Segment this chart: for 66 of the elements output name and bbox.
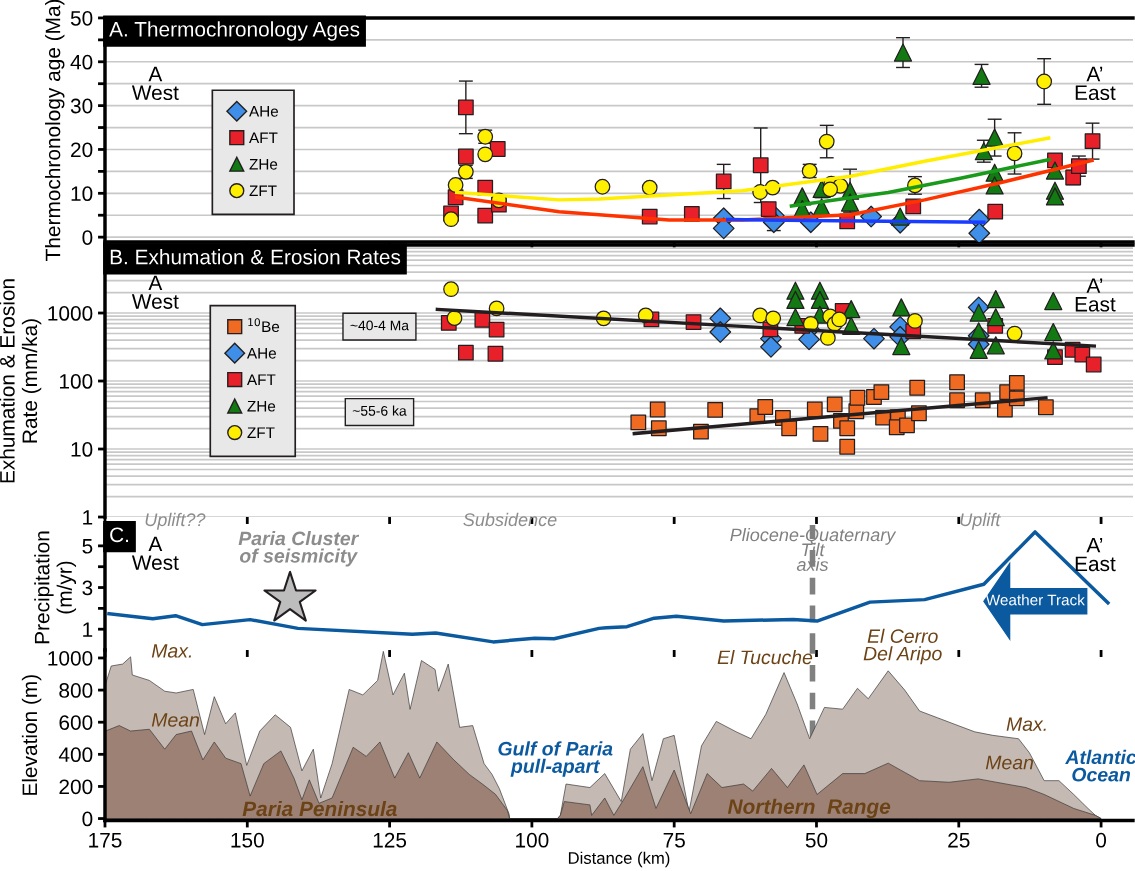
annotation: Max. <box>151 644 191 658</box>
x-tick-label: 175 <box>89 833 122 848</box>
legend-label: ZFT <box>247 427 275 438</box>
x-tick-label: 125 <box>373 832 407 848</box>
annotation: A West <box>131 275 179 309</box>
y-tick-label: 1 <box>83 622 93 637</box>
y-tick-label: 1000 <box>48 306 93 321</box>
legend-label: AHe <box>246 348 276 359</box>
x-axis-title: Distance (km) <box>568 851 670 868</box>
chart-title: B. Exhumation & Erosion Rates <box>110 249 401 265</box>
legend-label: AHe <box>249 106 279 117</box>
annotation: El Tucuche <box>717 649 813 665</box>
annotation: A’ East <box>1075 538 1116 572</box>
y-tick-label: 3 <box>82 580 93 596</box>
annotation: ~40-4 Ma <box>350 320 409 331</box>
x-tick-label: 75 <box>663 833 685 848</box>
x-tick-label: 0 <box>1096 832 1107 848</box>
annotation: A West <box>131 536 179 570</box>
y-axis-title: Elevation (m) <box>21 675 42 795</box>
annotation: Mean <box>985 755 1034 770</box>
y-tick-label: 600 <box>59 715 93 730</box>
y-tick-label: 50 <box>70 10 93 26</box>
y-axis-title: Exhumation & Erosion Rate (mm/ka) <box>0 279 42 483</box>
y-tick-label: 1 <box>83 510 93 525</box>
annotation: Subsidence <box>463 512 557 527</box>
legend-label: $^{10}$Be <box>248 318 280 333</box>
x-tick-label: 150 <box>231 832 264 848</box>
x-tick-label: 50 <box>805 832 828 848</box>
y-tick-label: 10 <box>71 186 93 202</box>
annotation: Weather Track <box>985 594 1085 606</box>
y-tick-label: 400 <box>58 747 93 763</box>
y-tick-label: 1000 <box>48 650 93 666</box>
y-tick-label: 5 <box>82 539 93 554</box>
annotation: A’ East <box>1075 278 1116 312</box>
annotation: A West <box>131 66 179 101</box>
y-tick-label: 0 <box>82 811 93 827</box>
legend-label: ZHe <box>247 400 276 412</box>
y-tick-label: 30 <box>70 98 93 114</box>
annotation: ~55-6 ka <box>352 405 407 416</box>
x-tick-label: 100 <box>516 832 549 848</box>
legend-label: AFT <box>249 132 278 144</box>
annotation: Paria Cluster of seismicity <box>238 531 360 567</box>
annotation: El Cerro Del Aripo <box>863 628 942 665</box>
annotation: Uplift <box>960 512 1001 530</box>
legend-label: ZFT <box>249 185 277 196</box>
chart-title: A. Thermochronology Ages <box>109 21 360 41</box>
annotation: Uplift?? <box>145 512 206 530</box>
y-tick-label: 0 <box>82 230 93 245</box>
annotation: Max. <box>1006 717 1046 732</box>
annotation: Northern Range <box>727 798 891 819</box>
annotation: Paria Peninsula <box>242 800 397 817</box>
y-tick-label: 40 <box>70 54 93 70</box>
legend-label: AFT <box>246 374 276 385</box>
chart-title: C. <box>110 527 129 543</box>
y-tick-label: 10 <box>71 442 93 457</box>
y-tick-label: 20 <box>71 142 93 158</box>
x-tick-label: 25 <box>948 832 970 848</box>
y-axis-title: Thermochronology age (Ma) <box>45 0 65 261</box>
y-tick-label: 800 <box>59 683 93 698</box>
annotation: Gulf of Paria pull-apart <box>498 741 613 777</box>
annotation: A’ East <box>1075 66 1116 101</box>
legend-label: ZHe <box>249 159 278 170</box>
y-tick-label: 100 <box>60 374 93 389</box>
y-axis-title: Precipitation (m/yr) <box>34 531 77 644</box>
annotation: Mean <box>151 713 199 727</box>
y-tick-label: 200 <box>59 779 93 795</box>
